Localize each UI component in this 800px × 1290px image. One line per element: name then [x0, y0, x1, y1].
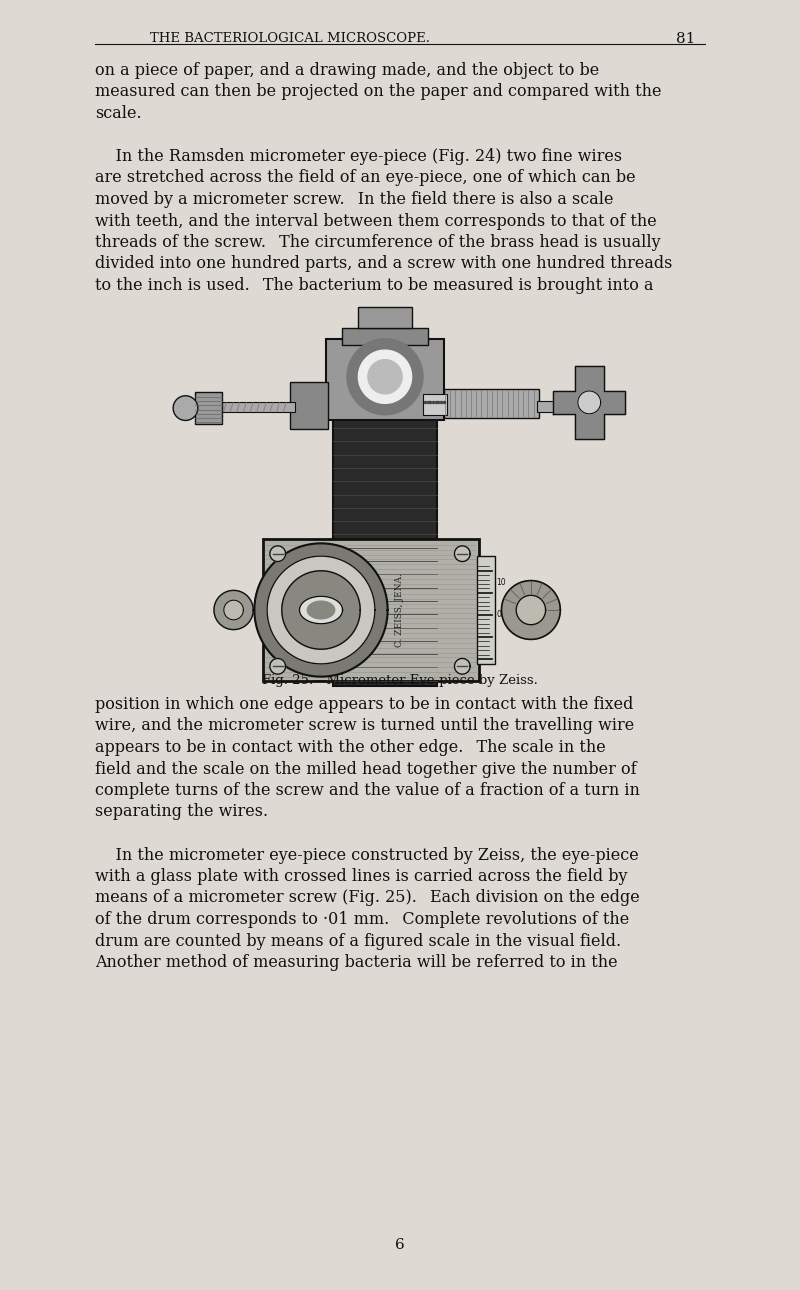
Text: threads of the screw.  The circumference of the brass head is usually: threads of the screw. The circumference …: [95, 233, 661, 252]
Polygon shape: [267, 556, 375, 664]
Text: Another method of measuring bacteria will be referred to in the: Another method of measuring bacteria wil…: [95, 955, 618, 971]
Polygon shape: [454, 658, 470, 675]
Text: with teeth, and the interval between them corresponds to that of the: with teeth, and the interval between the…: [95, 213, 657, 230]
Polygon shape: [254, 543, 388, 677]
Polygon shape: [282, 570, 360, 649]
Text: to the inch is used.  The bacterium to be measured is brought into a: to the inch is used. The bacterium to be…: [95, 277, 654, 294]
Text: with a glass plate with crossed lines is carried across the field by: with a glass plate with crossed lines is…: [95, 868, 627, 885]
Bar: [444, 390, 539, 418]
Text: complete turns of the screw and the value of a fraction of a turn in: complete turns of the screw and the valu…: [95, 782, 640, 799]
Bar: [290, 382, 328, 430]
Text: separating the wires.: separating the wires.: [95, 804, 268, 820]
Text: of the drum corresponds to ·01 mm.  Complete revolutions of the: of the drum corresponds to ·01 mm. Compl…: [95, 911, 630, 928]
Text: measured can then be projected on the paper and compared with the: measured can then be projected on the pa…: [95, 84, 662, 101]
Circle shape: [173, 396, 198, 421]
Bar: [342, 328, 428, 346]
Text: 6: 6: [395, 1238, 405, 1253]
Text: 81: 81: [676, 32, 695, 46]
Text: field and the scale on the milled head together give the number of: field and the scale on the milled head t…: [95, 761, 637, 778]
Polygon shape: [502, 580, 560, 640]
Bar: [477, 556, 494, 664]
Polygon shape: [224, 600, 243, 619]
Text: means of a micrometer screw (Fig. 25).  Each division on the edge: means of a micrometer screw (Fig. 25). E…: [95, 890, 640, 907]
Text: moved by a micrometer screw.  In the field there is also a scale: moved by a micrometer screw. In the fiel…: [95, 191, 614, 208]
Polygon shape: [368, 360, 402, 393]
Text: Fig. 25.—Micrometer Eye-piece by Zeiss.: Fig. 25.—Micrometer Eye-piece by Zeiss.: [262, 673, 538, 688]
Bar: [326, 339, 444, 419]
Polygon shape: [553, 366, 626, 439]
Polygon shape: [454, 546, 470, 561]
Polygon shape: [270, 546, 286, 561]
Polygon shape: [307, 601, 334, 619]
Text: In the Ramsden micrometer eye-piece (Fig. 24) two fine wires: In the Ramsden micrometer eye-piece (Fig…: [95, 148, 622, 165]
Text: THE BACTERIOLOGICAL MICROSCOPE.: THE BACTERIOLOGICAL MICROSCOPE.: [150, 32, 430, 45]
Polygon shape: [578, 391, 601, 414]
Text: position in which one edge appears to be in contact with the fixed: position in which one edge appears to be…: [95, 697, 634, 713]
Bar: [333, 410, 438, 685]
Text: drum are counted by means of a figured scale in the visual field.: drum are counted by means of a figured s…: [95, 933, 621, 949]
Bar: [218, 402, 294, 412]
Polygon shape: [299, 596, 342, 624]
Polygon shape: [347, 339, 423, 415]
Polygon shape: [214, 591, 253, 630]
Bar: [537, 400, 566, 412]
Text: wire, and the micrometer screw is turned until the travelling wire: wire, and the micrometer screw is turned…: [95, 717, 634, 734]
Text: on a piece of paper, and a drawing made, and the object to be: on a piece of paper, and a drawing made,…: [95, 62, 599, 79]
Text: divided into one hundred parts, and a screw with one hundred threads: divided into one hundred parts, and a sc…: [95, 255, 672, 272]
Bar: [263, 539, 478, 681]
Text: 10: 10: [497, 578, 506, 587]
Text: scale.: scale.: [95, 104, 142, 123]
Polygon shape: [516, 595, 546, 624]
Bar: [423, 393, 446, 415]
Bar: [358, 307, 411, 328]
Text: In the micrometer eye-piece constructed by Zeiss, the eye-piece: In the micrometer eye-piece constructed …: [95, 846, 638, 863]
Text: appears to be in contact with the other edge.  The scale in the: appears to be in contact with the other …: [95, 739, 606, 756]
Text: are stretched across the field of an eye-piece, one of which can be: are stretched across the field of an eye…: [95, 169, 636, 187]
Text: 0: 0: [497, 610, 502, 619]
Text: C. ZEISS, JENA.: C. ZEISS, JENA.: [395, 573, 404, 648]
Polygon shape: [270, 658, 286, 675]
Polygon shape: [358, 350, 412, 404]
Bar: [195, 392, 222, 424]
